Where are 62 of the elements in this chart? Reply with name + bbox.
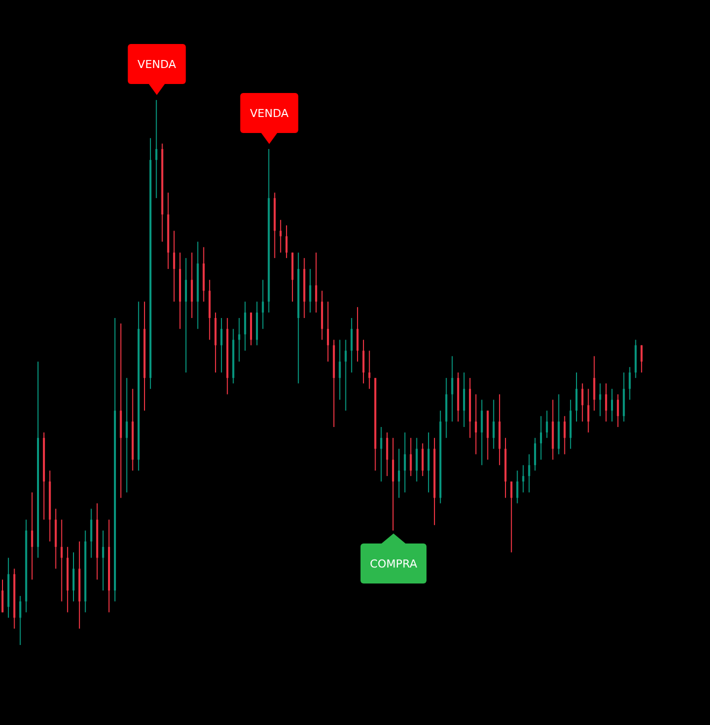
annotation: VENDA [250, 107, 289, 120]
candlestick [60, 519, 63, 602]
annotation: COMPRA [370, 558, 418, 571]
candlestick [463, 372, 466, 428]
candlestick [368, 350, 370, 390]
candlestick [510, 481, 512, 553]
candlestick [344, 339, 347, 412]
candlestick [575, 372, 578, 422]
candlestick [628, 366, 631, 400]
candlestick [244, 301, 246, 352]
candlestick [238, 318, 240, 362]
candlestick [362, 339, 364, 384]
candlestick [422, 442, 424, 477]
candlestick [599, 382, 602, 417]
candlestick [416, 437, 418, 482]
candlestick [605, 382, 608, 422]
candlestick [19, 595, 22, 645]
candlestick [155, 100, 158, 199]
candlestick [286, 224, 288, 259]
candlestick [474, 394, 477, 455]
candlestick [90, 508, 92, 558]
candlestick [338, 339, 341, 400]
candlestick [126, 377, 128, 493]
candlestick [587, 388, 590, 433]
candlestick [380, 426, 382, 482]
candlestick [356, 306, 359, 362]
candlestick [392, 437, 394, 532]
candlestick [184, 258, 187, 373]
candlestick [540, 416, 542, 460]
candlestick [309, 268, 312, 314]
candlestick [262, 279, 264, 330]
candlestick [480, 399, 483, 466]
candlestick [404, 432, 406, 493]
candlestick [640, 344, 643, 373]
candlestick [546, 410, 548, 438]
candlestick [31, 492, 34, 580]
candlestick [410, 437, 412, 477]
candlestick [350, 318, 353, 373]
candlestick [451, 356, 454, 422]
candlestick [326, 301, 329, 362]
candlestick [616, 394, 619, 428]
candlestick [534, 437, 536, 472]
candlestick [516, 470, 518, 504]
candlestick [428, 432, 430, 493]
candlestick [2, 579, 4, 613]
candlestick [190, 252, 193, 318]
candlestick [564, 416, 566, 455]
candlestick [72, 552, 75, 602]
candlestick [220, 318, 222, 373]
candlestick [581, 382, 584, 422]
candlestick [522, 464, 524, 493]
candlestick [280, 219, 282, 254]
candlestick [528, 454, 530, 493]
candlestick [610, 388, 613, 422]
candlestick [315, 252, 318, 314]
candlestick [386, 432, 388, 477]
candlestick [593, 356, 596, 412]
candlestick [492, 399, 495, 450]
candlestick [398, 448, 400, 498]
annotation: VENDA [138, 58, 177, 71]
candlestick [102, 530, 104, 591]
candlestick [173, 230, 176, 302]
